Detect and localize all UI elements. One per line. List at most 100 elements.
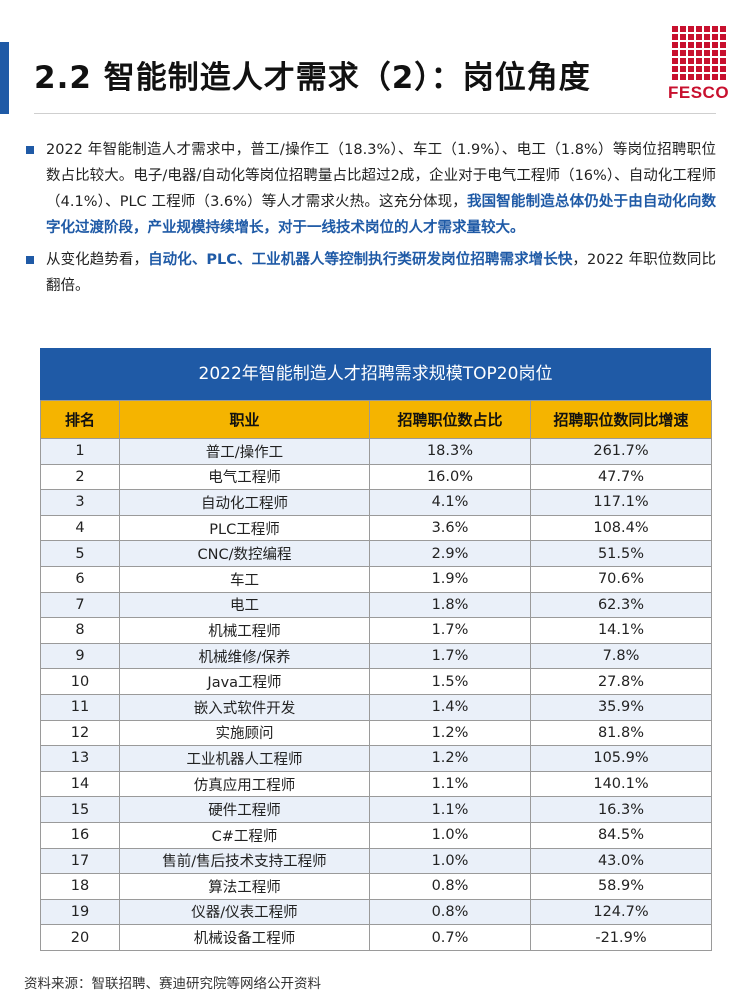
column-header-rank: 排名 — [40, 400, 120, 439]
page-title: 2.2 智能制造人才需求（2）：岗位角度 — [34, 60, 591, 96]
table-row: 10 Java工程师 1.5% 27.8% — [40, 668, 712, 695]
cell-job: 车工 — [119, 565, 370, 593]
cell-growth: 81.8% — [530, 719, 712, 747]
paragraph-2-segment: ，2022 年职位数同比翻倍。 — [46, 252, 716, 294]
cell-job: CNC/数控编程 — [119, 540, 370, 567]
cell-growth: 84.5% — [530, 821, 712, 849]
logo-dot — [704, 74, 710, 80]
paragraph-1: 2022 年智能制造人才需求中，普工/操作工（18.3%）、车工（1.9%）、电… — [24, 137, 716, 241]
logo-dot — [712, 42, 718, 48]
table-row: 13 工业机器人工程师 1.2% 105.9% — [40, 745, 712, 772]
cell-growth: 51.5% — [530, 540, 712, 567]
cell-rank: 9 — [40, 642, 120, 670]
cell-growth: 70.6% — [530, 565, 712, 593]
logo-dot — [720, 34, 726, 40]
cell-growth: 16.3% — [530, 796, 712, 823]
cell-share: 1.8% — [369, 591, 531, 619]
table-title: 2022年智能制造人才招聘需求规模TOP20岗位 — [40, 348, 711, 400]
logo-dot — [696, 42, 702, 48]
bullet-square-icon — [26, 146, 34, 154]
cell-job: 电气工程师 — [119, 463, 370, 491]
logo-text: FESCO — [668, 83, 730, 102]
cell-share: 0.8% — [369, 898, 531, 926]
title-accent-bar — [0, 42, 9, 114]
logo-dot — [720, 42, 726, 48]
table-row: 6 车工 1.9% 70.6% — [40, 565, 712, 593]
cell-share: 1.1% — [369, 770, 531, 798]
logo-dot — [704, 26, 710, 32]
cell-job: 售前/售后技术支持工程师 — [119, 847, 370, 875]
cell-rank: 5 — [40, 540, 120, 567]
fesco-logo: FESCO — [668, 26, 730, 103]
paragraph-1-highlight: 我国智能制造总体仍处于由自动化向数字化过渡阶段，产业规模持续增长，对于一线技术岗… — [46, 194, 716, 236]
cell-share: 2.9% — [369, 540, 531, 567]
cell-rank: 14 — [40, 770, 120, 798]
table-row: 20 机械设备工程师 0.7% -21.9% — [40, 924, 712, 951]
cell-share: 1.2% — [369, 745, 531, 772]
column-header-job: 职业 — [119, 400, 370, 439]
cell-rank: 11 — [40, 693, 120, 721]
logo-dot — [672, 74, 678, 80]
cell-share: 1.7% — [369, 617, 531, 644]
cell-rank: 20 — [40, 924, 120, 951]
logo-dot — [688, 50, 694, 56]
table-row: 4 PLC工程师 3.6% 108.4% — [40, 514, 712, 542]
logo-dot — [672, 42, 678, 48]
table-row: 11 嵌入式软件开发 1.4% 35.9% — [40, 693, 712, 721]
cell-growth: 27.8% — [530, 668, 712, 695]
paragraph-1-segment: 2022 年智能制造人才需求中，普工/操作工（18.3%）、车工（1.9%）、电… — [46, 142, 716, 210]
table-row: 16 C#工程师 1.0% 84.5% — [40, 821, 712, 849]
cell-job: 仿真应用工程师 — [119, 770, 370, 798]
cell-share: 4.1% — [369, 489, 531, 516]
logo-dot — [672, 58, 678, 64]
cell-growth: 7.8% — [530, 642, 712, 670]
table-row: 12 实施顾问 1.2% 81.8% — [40, 719, 712, 747]
table-row: 3 自动化工程师 4.1% 117.1% — [40, 489, 712, 516]
table-row: 7 电工 1.8% 62.3% — [40, 591, 712, 619]
logo-dot — [688, 34, 694, 40]
logo-dot — [688, 58, 694, 64]
cell-rank: 12 — [40, 719, 120, 747]
column-header-growth: 招聘职位数同比增速 — [530, 400, 712, 439]
cell-job: Java工程师 — [119, 668, 370, 695]
logo-dot — [688, 42, 694, 48]
logo-dot — [680, 50, 686, 56]
logo-dot — [696, 50, 702, 56]
cell-share: 1.9% — [369, 565, 531, 593]
cell-share: 1.4% — [369, 693, 531, 721]
cell-growth: 105.9% — [530, 745, 712, 772]
cell-share: 1.7% — [369, 642, 531, 670]
cell-growth: 35.9% — [530, 693, 712, 721]
cell-growth: 62.3% — [530, 591, 712, 619]
logo-dot — [704, 66, 710, 72]
cell-job: C#工程师 — [119, 821, 370, 849]
cell-rank: 15 — [40, 796, 120, 823]
logo-dot — [680, 34, 686, 40]
logo-dot — [720, 74, 726, 80]
table-row: 17 售前/售后技术支持工程师 1.0% 43.0% — [40, 847, 712, 875]
logo-dot — [696, 34, 702, 40]
table-row: 19 仪器/仪表工程师 0.8% 124.7% — [40, 898, 712, 926]
body-text: 2022 年智能制造人才需求中，普工/操作工（18.3%）、车工（1.9%）、电… — [24, 137, 716, 305]
cell-growth: 140.1% — [530, 770, 712, 798]
logo-dot — [688, 26, 694, 32]
logo-dot — [672, 26, 678, 32]
logo-dot — [712, 74, 718, 80]
cell-job: 算法工程师 — [119, 873, 370, 900]
logo-dot — [696, 74, 702, 80]
logo-dot — [672, 66, 678, 72]
cell-rank: 2 — [40, 463, 120, 491]
cell-rank: 3 — [40, 489, 120, 516]
paragraph-2-highlight: 自动化、PLC、工业机器人等控制执行类研发岗位招聘需求增长快 — [148, 252, 573, 268]
logo-dot — [688, 66, 694, 72]
cell-rank: 13 — [40, 745, 120, 772]
cell-job: 机械设备工程师 — [119, 924, 370, 951]
cell-growth: 108.4% — [530, 514, 712, 542]
top20-jobs-table: 2022年智能制造人才招聘需求规模TOP20岗位 排名 职业 招聘职位数占比 招… — [40, 348, 712, 951]
cell-rank: 1 — [40, 438, 120, 465]
cell-share: 1.5% — [369, 668, 531, 695]
cell-share: 3.6% — [369, 514, 531, 542]
logo-dot — [712, 34, 718, 40]
table-header-row: 排名 职业 招聘职位数占比 招聘职位数同比增速 — [40, 400, 712, 439]
header-divider — [34, 113, 716, 114]
